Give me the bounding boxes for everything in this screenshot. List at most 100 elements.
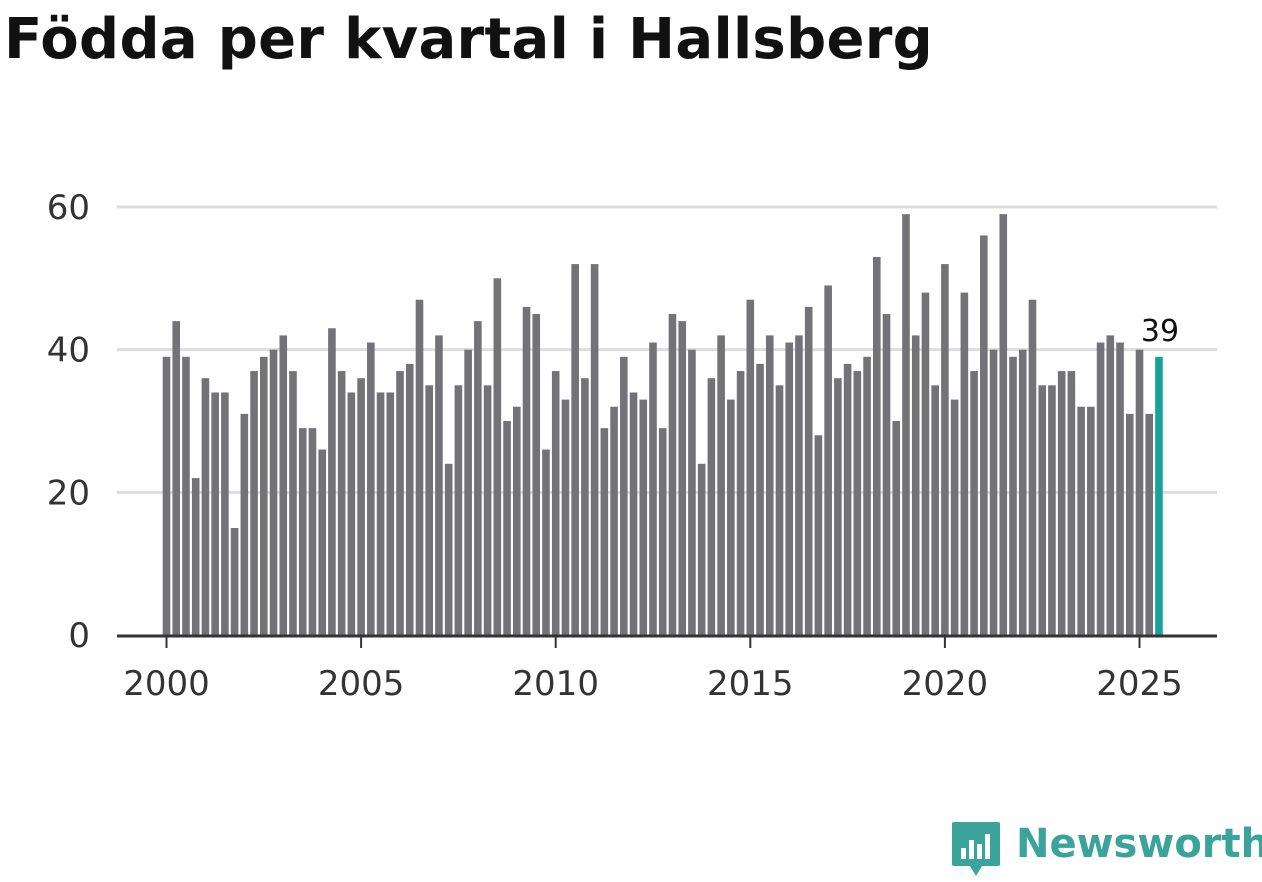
bar	[347, 392, 356, 635]
bar	[503, 421, 511, 635]
bar	[376, 392, 385, 635]
bar	[542, 449, 550, 635]
newsworthy-logo-icon	[950, 820, 1002, 878]
bar	[707, 378, 716, 635]
bar	[367, 342, 375, 635]
data-labels: 39	[1141, 314, 1179, 349]
bar	[911, 335, 920, 635]
bar	[454, 385, 463, 635]
bar	[1106, 335, 1115, 635]
bar	[493, 278, 502, 635]
x-tick-label: 2015	[707, 664, 794, 704]
bar	[405, 363, 414, 635]
latest-value-label: 39	[1141, 314, 1179, 349]
bar	[921, 292, 930, 635]
bar	[1048, 385, 1056, 635]
bar	[1077, 406, 1085, 635]
bar	[678, 321, 686, 635]
bar	[804, 306, 813, 635]
bar	[1087, 406, 1095, 635]
bar	[727, 399, 735, 635]
bar	[1145, 413, 1154, 635]
bar-latest	[1155, 356, 1163, 635]
bar	[863, 356, 871, 635]
bar	[201, 378, 210, 635]
bar	[1116, 342, 1124, 635]
bar	[571, 264, 579, 635]
bar	[318, 449, 326, 635]
bar	[629, 392, 638, 635]
bar	[464, 349, 472, 635]
y-tick-label: 60	[47, 188, 90, 228]
bar	[658, 428, 667, 635]
bar	[639, 399, 648, 635]
y-tick-label: 20	[47, 473, 90, 513]
bar	[649, 342, 657, 635]
bar	[474, 321, 482, 635]
bar	[551, 371, 560, 635]
bar	[941, 264, 949, 635]
y-tick-label: 40	[47, 331, 90, 371]
bar	[980, 235, 988, 635]
bar	[328, 328, 336, 635]
bar	[717, 335, 725, 635]
bar	[872, 256, 881, 635]
bar	[298, 428, 307, 635]
bar	[532, 314, 541, 635]
bar	[765, 335, 774, 635]
bar	[999, 214, 1008, 635]
bar	[308, 428, 317, 635]
bar	[775, 385, 784, 635]
bar	[970, 371, 978, 635]
bar	[425, 385, 434, 635]
bar	[960, 292, 969, 635]
bar	[989, 349, 998, 635]
bar	[1067, 371, 1076, 635]
bar	[279, 335, 288, 635]
bar	[415, 299, 424, 635]
newsworthy-logo[interactable]: Newsworthy	[950, 818, 1262, 878]
bar	[357, 378, 365, 635]
bar	[1096, 342, 1105, 635]
bar	[1028, 299, 1037, 635]
bar	[386, 392, 395, 635]
bar	[814, 435, 823, 635]
bar	[561, 399, 570, 635]
bar	[600, 428, 609, 635]
bar	[688, 349, 696, 635]
bar	[620, 356, 628, 635]
bar	[396, 371, 404, 635]
bar	[610, 406, 618, 635]
bar	[240, 413, 249, 635]
bar	[444, 463, 453, 635]
bar	[834, 378, 842, 635]
bar	[590, 264, 599, 635]
bar	[882, 314, 891, 635]
bar	[892, 421, 901, 635]
bar	[211, 392, 219, 635]
bar	[172, 321, 181, 635]
x-tick-label: 2005	[318, 664, 405, 704]
bar	[843, 363, 852, 635]
bar	[289, 371, 297, 635]
bar	[795, 335, 803, 635]
x-tick-label: 2000	[123, 664, 210, 704]
bar	[746, 299, 755, 635]
bar	[1038, 385, 1046, 635]
bar	[269, 349, 278, 635]
bar	[1125, 413, 1134, 635]
bar	[668, 314, 677, 635]
x-tick-label: 2025	[1096, 664, 1183, 704]
bar	[931, 385, 939, 635]
bar	[581, 378, 589, 635]
bar	[950, 399, 959, 635]
bar	[1057, 371, 1066, 635]
bar	[756, 363, 764, 635]
bar	[260, 356, 268, 635]
x-tick-label: 2010	[512, 664, 599, 704]
bar	[337, 371, 346, 635]
x-tick-label: 2020	[902, 664, 989, 704]
bar	[697, 463, 706, 635]
bar	[824, 285, 832, 635]
